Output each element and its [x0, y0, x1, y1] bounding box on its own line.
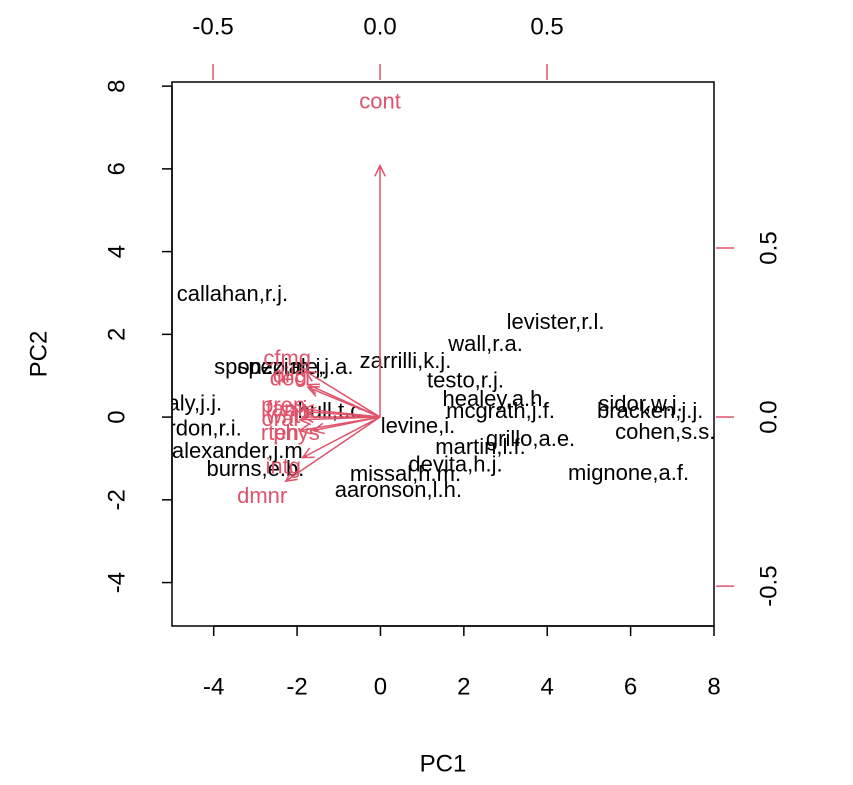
- score-label: bracken,j.j.: [597, 398, 703, 423]
- x-axis-label: PC1: [420, 750, 467, 777]
- score-label: healey,a.h.: [443, 386, 549, 411]
- loading-label: writ: [265, 403, 300, 428]
- y-tick-label: 2: [103, 328, 130, 341]
- x-tick-label: -2: [286, 673, 307, 700]
- loading-label: oral: [262, 406, 299, 431]
- x-tick-label: 4: [541, 673, 554, 700]
- score-label: levine,i.: [381, 413, 456, 438]
- x-tick-label: -4: [203, 673, 224, 700]
- loading-arrow: [284, 416, 381, 483]
- y2-tick-label: 0.5: [755, 231, 782, 264]
- y-tick-label: 0: [103, 410, 130, 423]
- x2-tick-label: 0.0: [363, 13, 396, 40]
- x2-tick-label: -0.5: [192, 13, 233, 40]
- loading-label: prep: [261, 393, 305, 418]
- loading-arrow: [304, 370, 381, 418]
- y-tick-label: -4: [103, 572, 130, 593]
- score-label: grillo,a.e.: [486, 426, 575, 451]
- x2-tick-label: 0.5: [530, 13, 563, 40]
- score-label: levister,r.l.: [507, 309, 605, 334]
- score-label: devita,h.j.: [408, 452, 502, 477]
- loading-arrow: [306, 385, 381, 418]
- score-label: zarrilli,k.j.: [360, 348, 452, 373]
- loading-arrow: [298, 416, 381, 435]
- loading-arrow: [301, 416, 381, 459]
- loading-label: cont: [359, 88, 401, 113]
- score-label: daly,j.j.: [155, 390, 222, 415]
- score-label: cohen,s.s.: [615, 419, 715, 444]
- y-tick-label: 8: [103, 79, 130, 92]
- plot-area: callahan,r.j. levister,r.l.wall,r.a.zarri…: [144, 88, 715, 508]
- loading-arrow: [300, 411, 381, 423]
- score-label: martin,l.f.: [435, 434, 525, 459]
- x-tick-label: 6: [624, 673, 637, 700]
- loading-label: dilg: [273, 362, 307, 387]
- loading-label: fami: [266, 396, 308, 421]
- loading-arrow: [303, 406, 381, 419]
- loading-arrow: [374, 163, 386, 418]
- score-label: wall,r.a.: [447, 331, 523, 356]
- score-label: mcgrath,j.f.: [446, 398, 555, 423]
- loading-label: deci: [270, 366, 310, 391]
- y2-tick-label: -0.5: [755, 565, 782, 606]
- score-label: speziale,j.a.: [237, 354, 353, 379]
- x-tick-label: 0: [374, 673, 387, 700]
- x-tick-label: 8: [707, 673, 720, 700]
- score-label: missal,h.m.: [350, 461, 461, 486]
- score-label: berdon,r.i.: [144, 415, 242, 440]
- x-tick-label: 2: [457, 673, 470, 700]
- y2-tick-label: 0.0: [755, 400, 782, 433]
- y-axis-label: PC2: [25, 331, 52, 378]
- loading-label: cfmg: [263, 346, 311, 371]
- loading-label: rten: [261, 420, 299, 445]
- loading-label: phys: [273, 420, 319, 445]
- y-tick-label: 4: [103, 245, 130, 258]
- score-label: callahan,r.j.: [177, 281, 288, 306]
- y-tick-label: 6: [103, 162, 130, 175]
- score-label: testo,r.j.: [427, 368, 504, 393]
- score-label: mignone,a.f.: [568, 460, 689, 485]
- y-tick-label: -2: [103, 489, 130, 510]
- score-label: aaronson,l.h.: [335, 477, 462, 502]
- loading-label: dmnr: [237, 483, 287, 508]
- score-label: alexander,j.m.: [172, 438, 309, 463]
- score-label: sidor,w.j.: [598, 391, 682, 416]
